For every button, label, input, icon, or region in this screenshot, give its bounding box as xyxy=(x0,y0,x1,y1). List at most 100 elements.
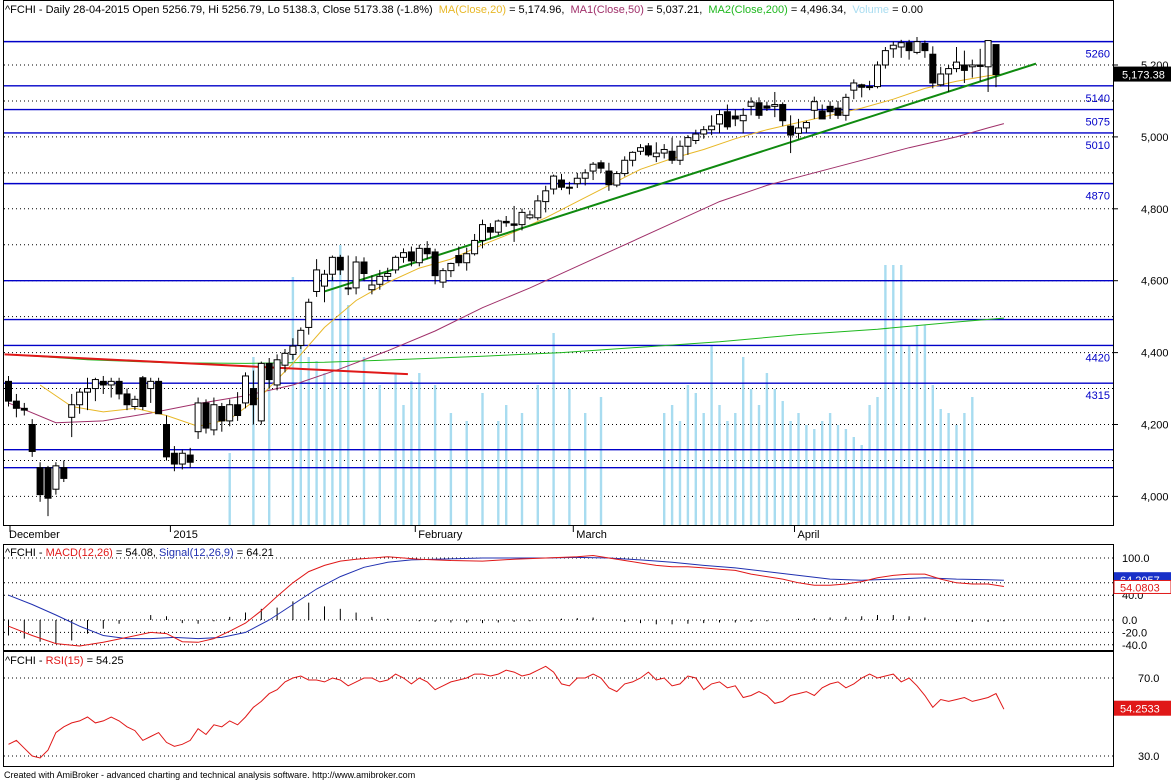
level-label: 4315 xyxy=(1086,390,1110,402)
volume-bar xyxy=(694,393,697,525)
candle-body xyxy=(242,375,249,404)
price-tick-label: 4,400 xyxy=(1141,348,1169,360)
candle-body xyxy=(897,42,905,48)
volume-bar xyxy=(923,325,927,525)
volume-bar xyxy=(702,413,705,525)
volume-bar xyxy=(931,385,934,525)
volume-bar xyxy=(821,421,824,525)
candle-body xyxy=(929,53,937,84)
candle-body xyxy=(336,256,344,271)
candle-body xyxy=(202,402,210,429)
candle-body xyxy=(818,110,826,120)
candle-body xyxy=(431,251,439,277)
volume-bar xyxy=(331,277,334,525)
date-axis: December 2015 February March April xyxy=(9,526,820,541)
candle-body xyxy=(12,400,20,409)
last-close-label: 5,173.38 xyxy=(1122,70,1165,82)
volume-bar xyxy=(568,389,571,525)
candle-body xyxy=(447,262,455,272)
candle-body xyxy=(526,214,534,219)
macd-tick-label: -20.0 xyxy=(1122,627,1147,639)
candle-body xyxy=(226,404,234,422)
volume-bar xyxy=(789,421,792,525)
candlesticks xyxy=(5,36,1000,517)
candle-body xyxy=(439,270,447,283)
candle-body xyxy=(597,162,605,169)
candle-body xyxy=(76,391,84,406)
price-axis: 4,0004,2004,4004,6004,8005,0005,2005,173… xyxy=(1113,60,1171,503)
price-tick-label: 5,000 xyxy=(1141,132,1169,144)
candle-body xyxy=(91,379,99,390)
candle-body xyxy=(905,42,913,52)
candle-body xyxy=(415,247,423,264)
candle-body xyxy=(731,115,739,120)
candle-body xyxy=(344,287,352,290)
candle-body xyxy=(692,133,700,141)
rsi-tick-label: 70.0 xyxy=(1138,673,1159,685)
candle-body xyxy=(992,44,1000,76)
candle-body xyxy=(423,247,431,255)
signal-line xyxy=(8,556,1004,640)
symbol-info: ^FCHI - Daily 28-04-2015 Open 5256.79, H… xyxy=(5,4,433,16)
candle-body xyxy=(850,82,858,91)
volume-bar xyxy=(742,357,745,525)
candle-body xyxy=(826,105,834,113)
volume-bar xyxy=(252,357,255,525)
uptrend-line xyxy=(324,62,1037,293)
volume-bar xyxy=(947,413,950,525)
candle-body xyxy=(502,220,510,224)
candle-body xyxy=(99,380,107,386)
candle-body xyxy=(178,452,186,465)
volume-bar xyxy=(670,405,674,525)
candle-body xyxy=(281,352,289,366)
volume-bar xyxy=(505,405,508,525)
candle-body xyxy=(676,145,684,161)
volume-bar xyxy=(955,425,958,525)
candle-body xyxy=(234,404,242,417)
volume-bar xyxy=(347,305,350,525)
candle-body xyxy=(194,402,202,433)
candle-body xyxy=(510,223,518,226)
trend-lines xyxy=(4,62,1037,376)
date-label: February xyxy=(418,529,463,541)
candle-body xyxy=(36,467,44,496)
volume-bar xyxy=(852,437,855,525)
candle-body xyxy=(589,163,597,172)
candle-body xyxy=(210,404,218,431)
horizontal-levels: 5260 5140 5075 5010 4870 4420 4315 xyxy=(4,40,1113,469)
volume-bar xyxy=(584,413,587,525)
volume-bar xyxy=(900,265,903,525)
price-tick-label: 4,000 xyxy=(1141,491,1169,503)
macd-histogram xyxy=(8,601,1005,644)
candle-body xyxy=(170,452,178,465)
macd-grid xyxy=(4,557,1113,646)
volume-bar xyxy=(876,397,879,525)
date-label: April xyxy=(798,529,820,541)
volume-bar xyxy=(307,357,310,525)
macd-tick-label: 0.0 xyxy=(1122,615,1137,627)
macd-lines xyxy=(8,554,1004,647)
ma20-value: = 5,174.96, xyxy=(509,4,564,16)
candle-body xyxy=(68,404,76,418)
volume-bar xyxy=(828,413,832,525)
signal-value: = 64.21 xyxy=(237,547,274,559)
candle-body xyxy=(494,220,502,233)
volume-bar xyxy=(433,385,437,525)
macd-value-badge xyxy=(1113,579,1171,594)
candle-body xyxy=(945,68,953,75)
volume-bar xyxy=(497,421,500,525)
volume-bar xyxy=(315,361,318,525)
rsi-line xyxy=(8,665,1005,759)
macd-header: ^FCHI - MACD(12,26) = 54.08, Signal(12,2… xyxy=(5,547,274,559)
candle-body xyxy=(139,377,147,408)
level-label: 4870 xyxy=(1086,191,1110,203)
volume-bar xyxy=(813,429,816,525)
date-label: March xyxy=(576,529,607,541)
macd-value-badge-label: 54.0803 xyxy=(1120,582,1160,594)
candle-body xyxy=(257,362,265,422)
volume-legend: Volume xyxy=(852,4,889,16)
candle-body xyxy=(644,145,652,156)
volume-bar xyxy=(781,401,784,525)
downtrend-line xyxy=(4,353,408,376)
candle-body xyxy=(60,467,68,479)
